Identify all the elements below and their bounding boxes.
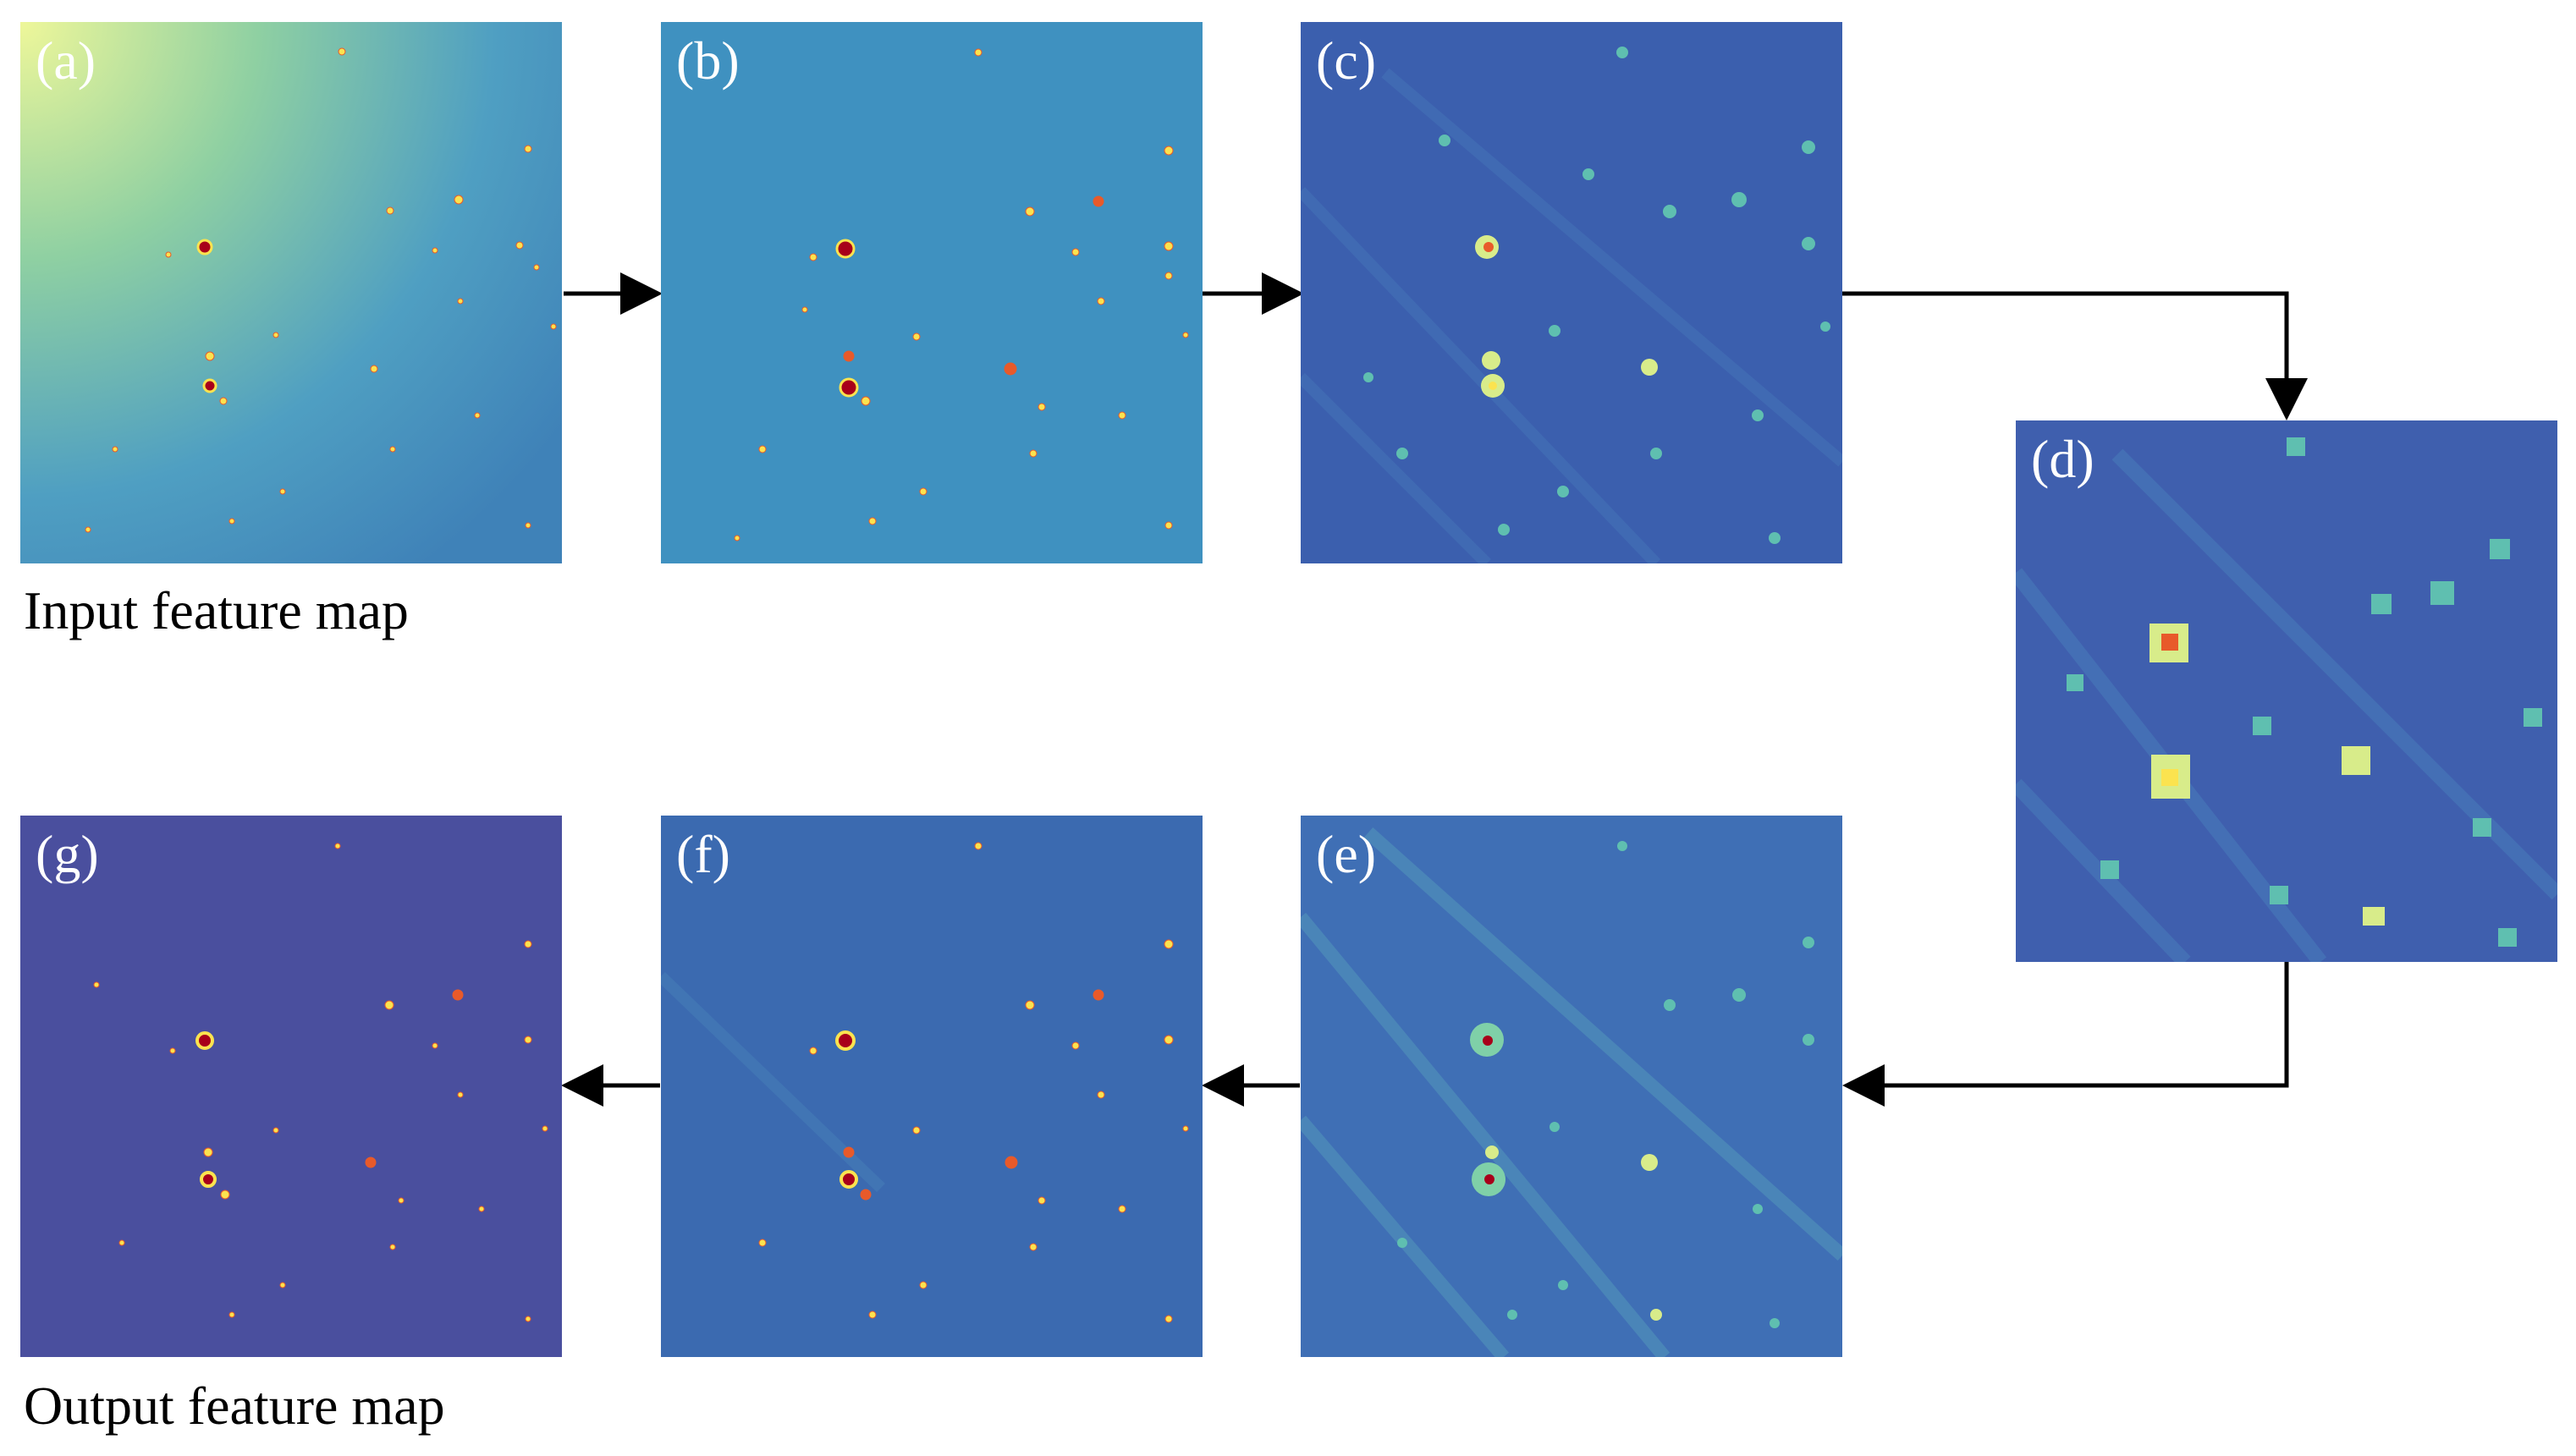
panel-label-d: (d) bbox=[2031, 429, 2094, 489]
panel-label-b: (b) bbox=[676, 30, 740, 91]
panel-d: (d) bbox=[2016, 420, 2557, 962]
feature-map-image-e bbox=[1301, 816, 1842, 1357]
feature-map-image-a bbox=[20, 22, 562, 563]
panel-label-f: (f) bbox=[676, 824, 730, 884]
feature-map-image-c bbox=[1301, 22, 1842, 563]
panel-f: (f) bbox=[661, 816, 1203, 1357]
panel-label-g: (g) bbox=[36, 824, 99, 884]
panel-b: (b) bbox=[661, 22, 1203, 563]
feature-map-image-g bbox=[20, 816, 562, 1357]
arrow-c-to-d bbox=[1842, 291, 2308, 420]
output-caption: Output feature map bbox=[24, 1376, 445, 1436]
panel-label-c: (c) bbox=[1316, 30, 1377, 91]
arrow-d-to-e bbox=[1842, 962, 2289, 1107]
feature-map-image-b bbox=[661, 22, 1203, 563]
panel-a: (a) bbox=[20, 22, 562, 563]
panel-label-a: (a) bbox=[36, 30, 96, 91]
panel-c: (c) bbox=[1301, 22, 1842, 563]
panel-g: (g) bbox=[20, 816, 562, 1357]
panel-e: (e) bbox=[1301, 816, 1842, 1357]
feature-map-image-d bbox=[2016, 420, 2557, 962]
feature-map-image-f bbox=[661, 816, 1203, 1357]
input-caption: Input feature map bbox=[24, 580, 409, 640]
panel-label-e: (e) bbox=[1316, 824, 1377, 884]
